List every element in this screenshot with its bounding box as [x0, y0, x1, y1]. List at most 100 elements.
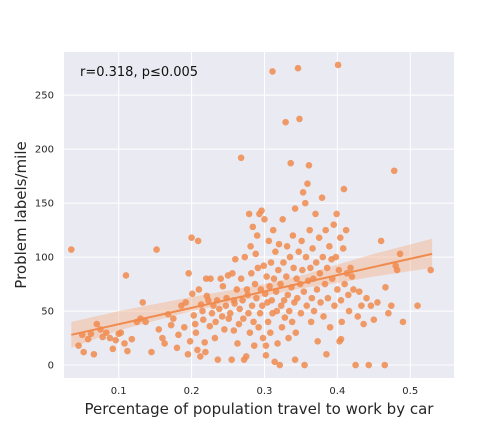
data-point	[259, 334, 267, 342]
data-point	[270, 275, 278, 282]
data-point	[226, 309, 234, 317]
data-point	[295, 248, 303, 256]
data-point	[278, 323, 286, 331]
data-point	[315, 234, 323, 241]
x-tick-label: 0.1	[111, 386, 127, 397]
data-point	[314, 337, 321, 345]
data-point	[312, 210, 319, 218]
data-point	[267, 259, 275, 266]
data-point	[208, 309, 216, 317]
data-point	[338, 318, 346, 326]
data-point	[291, 205, 299, 212]
data-point	[194, 346, 201, 354]
x-tick-label: 0.5	[402, 386, 418, 397]
data-point	[237, 275, 245, 282]
data-point	[201, 339, 208, 346]
data-point	[190, 312, 198, 319]
data-point	[262, 342, 270, 349]
x-tick-label: 0.2	[184, 386, 200, 397]
data-point	[348, 273, 356, 280]
data-point	[258, 207, 265, 214]
data-point	[263, 273, 270, 280]
data-point	[253, 232, 261, 239]
data-point	[310, 307, 318, 315]
data-point	[304, 180, 311, 187]
data-point	[212, 318, 219, 326]
data-point	[268, 296, 276, 304]
data-point	[228, 356, 235, 363]
data-point	[248, 302, 256, 309]
data-point	[240, 315, 247, 322]
data-point	[318, 194, 326, 202]
data-point	[300, 288, 308, 295]
data-point	[335, 266, 343, 274]
data-point	[344, 291, 352, 299]
data-point	[219, 282, 227, 290]
data-point	[242, 353, 250, 360]
data-point	[170, 315, 177, 322]
data-point	[289, 232, 297, 239]
data-point	[275, 240, 283, 248]
data-point	[231, 300, 238, 307]
points	[67, 61, 434, 369]
data-point	[299, 266, 306, 274]
data-point	[199, 307, 206, 315]
data-point	[225, 315, 233, 322]
x-axis-label: Percentage of population travel to work …	[85, 400, 435, 418]
data-point	[249, 223, 257, 231]
data-point	[214, 356, 222, 363]
data-point	[235, 320, 243, 328]
data-point	[247, 243, 254, 250]
data-point	[305, 162, 313, 169]
data-point	[93, 320, 101, 328]
data-point	[374, 299, 381, 306]
data-point	[293, 294, 301, 302]
data-point	[390, 167, 398, 175]
correlation-annotation: r=0.318, p≤0.005	[80, 65, 198, 80]
data-point	[399, 318, 407, 326]
data-point	[370, 316, 378, 324]
data-point	[252, 250, 260, 258]
data-point	[255, 323, 262, 331]
data-point	[337, 335, 345, 343]
data-point	[274, 340, 281, 347]
data-point	[237, 154, 245, 162]
data-point	[109, 345, 117, 353]
data-point	[139, 299, 147, 306]
data-point	[221, 326, 228, 333]
data-point	[280, 259, 287, 266]
data-point	[345, 307, 353, 315]
data-point	[298, 237, 305, 245]
data-point	[290, 264, 297, 272]
data-point	[301, 361, 308, 369]
data-point	[279, 216, 286, 223]
data-point	[277, 280, 284, 288]
y-tick-label: 100	[35, 253, 54, 264]
data-point	[269, 68, 276, 75]
data-point	[285, 334, 292, 342]
data-point	[301, 199, 309, 207]
data-point	[254, 264, 262, 272]
data-point	[245, 309, 252, 317]
data-point	[286, 253, 294, 261]
data-point	[128, 335, 136, 343]
data-point	[211, 334, 219, 342]
data-point	[253, 294, 260, 302]
data-point	[248, 269, 255, 277]
data-point	[367, 302, 375, 309]
data-point	[232, 255, 239, 263]
data-point	[285, 307, 293, 315]
data-point	[377, 237, 385, 245]
data-point	[336, 234, 344, 241]
data-point	[319, 253, 327, 261]
data-point	[161, 340, 168, 347]
data-point	[385, 309, 392, 317]
data-point	[180, 323, 188, 331]
data-point	[266, 282, 273, 290]
data-point	[264, 318, 272, 326]
confidence-band-group	[71, 238, 433, 348]
data-point	[245, 210, 253, 218]
data-point	[340, 185, 348, 193]
data-point	[188, 290, 196, 298]
data-point	[67, 246, 75, 253]
